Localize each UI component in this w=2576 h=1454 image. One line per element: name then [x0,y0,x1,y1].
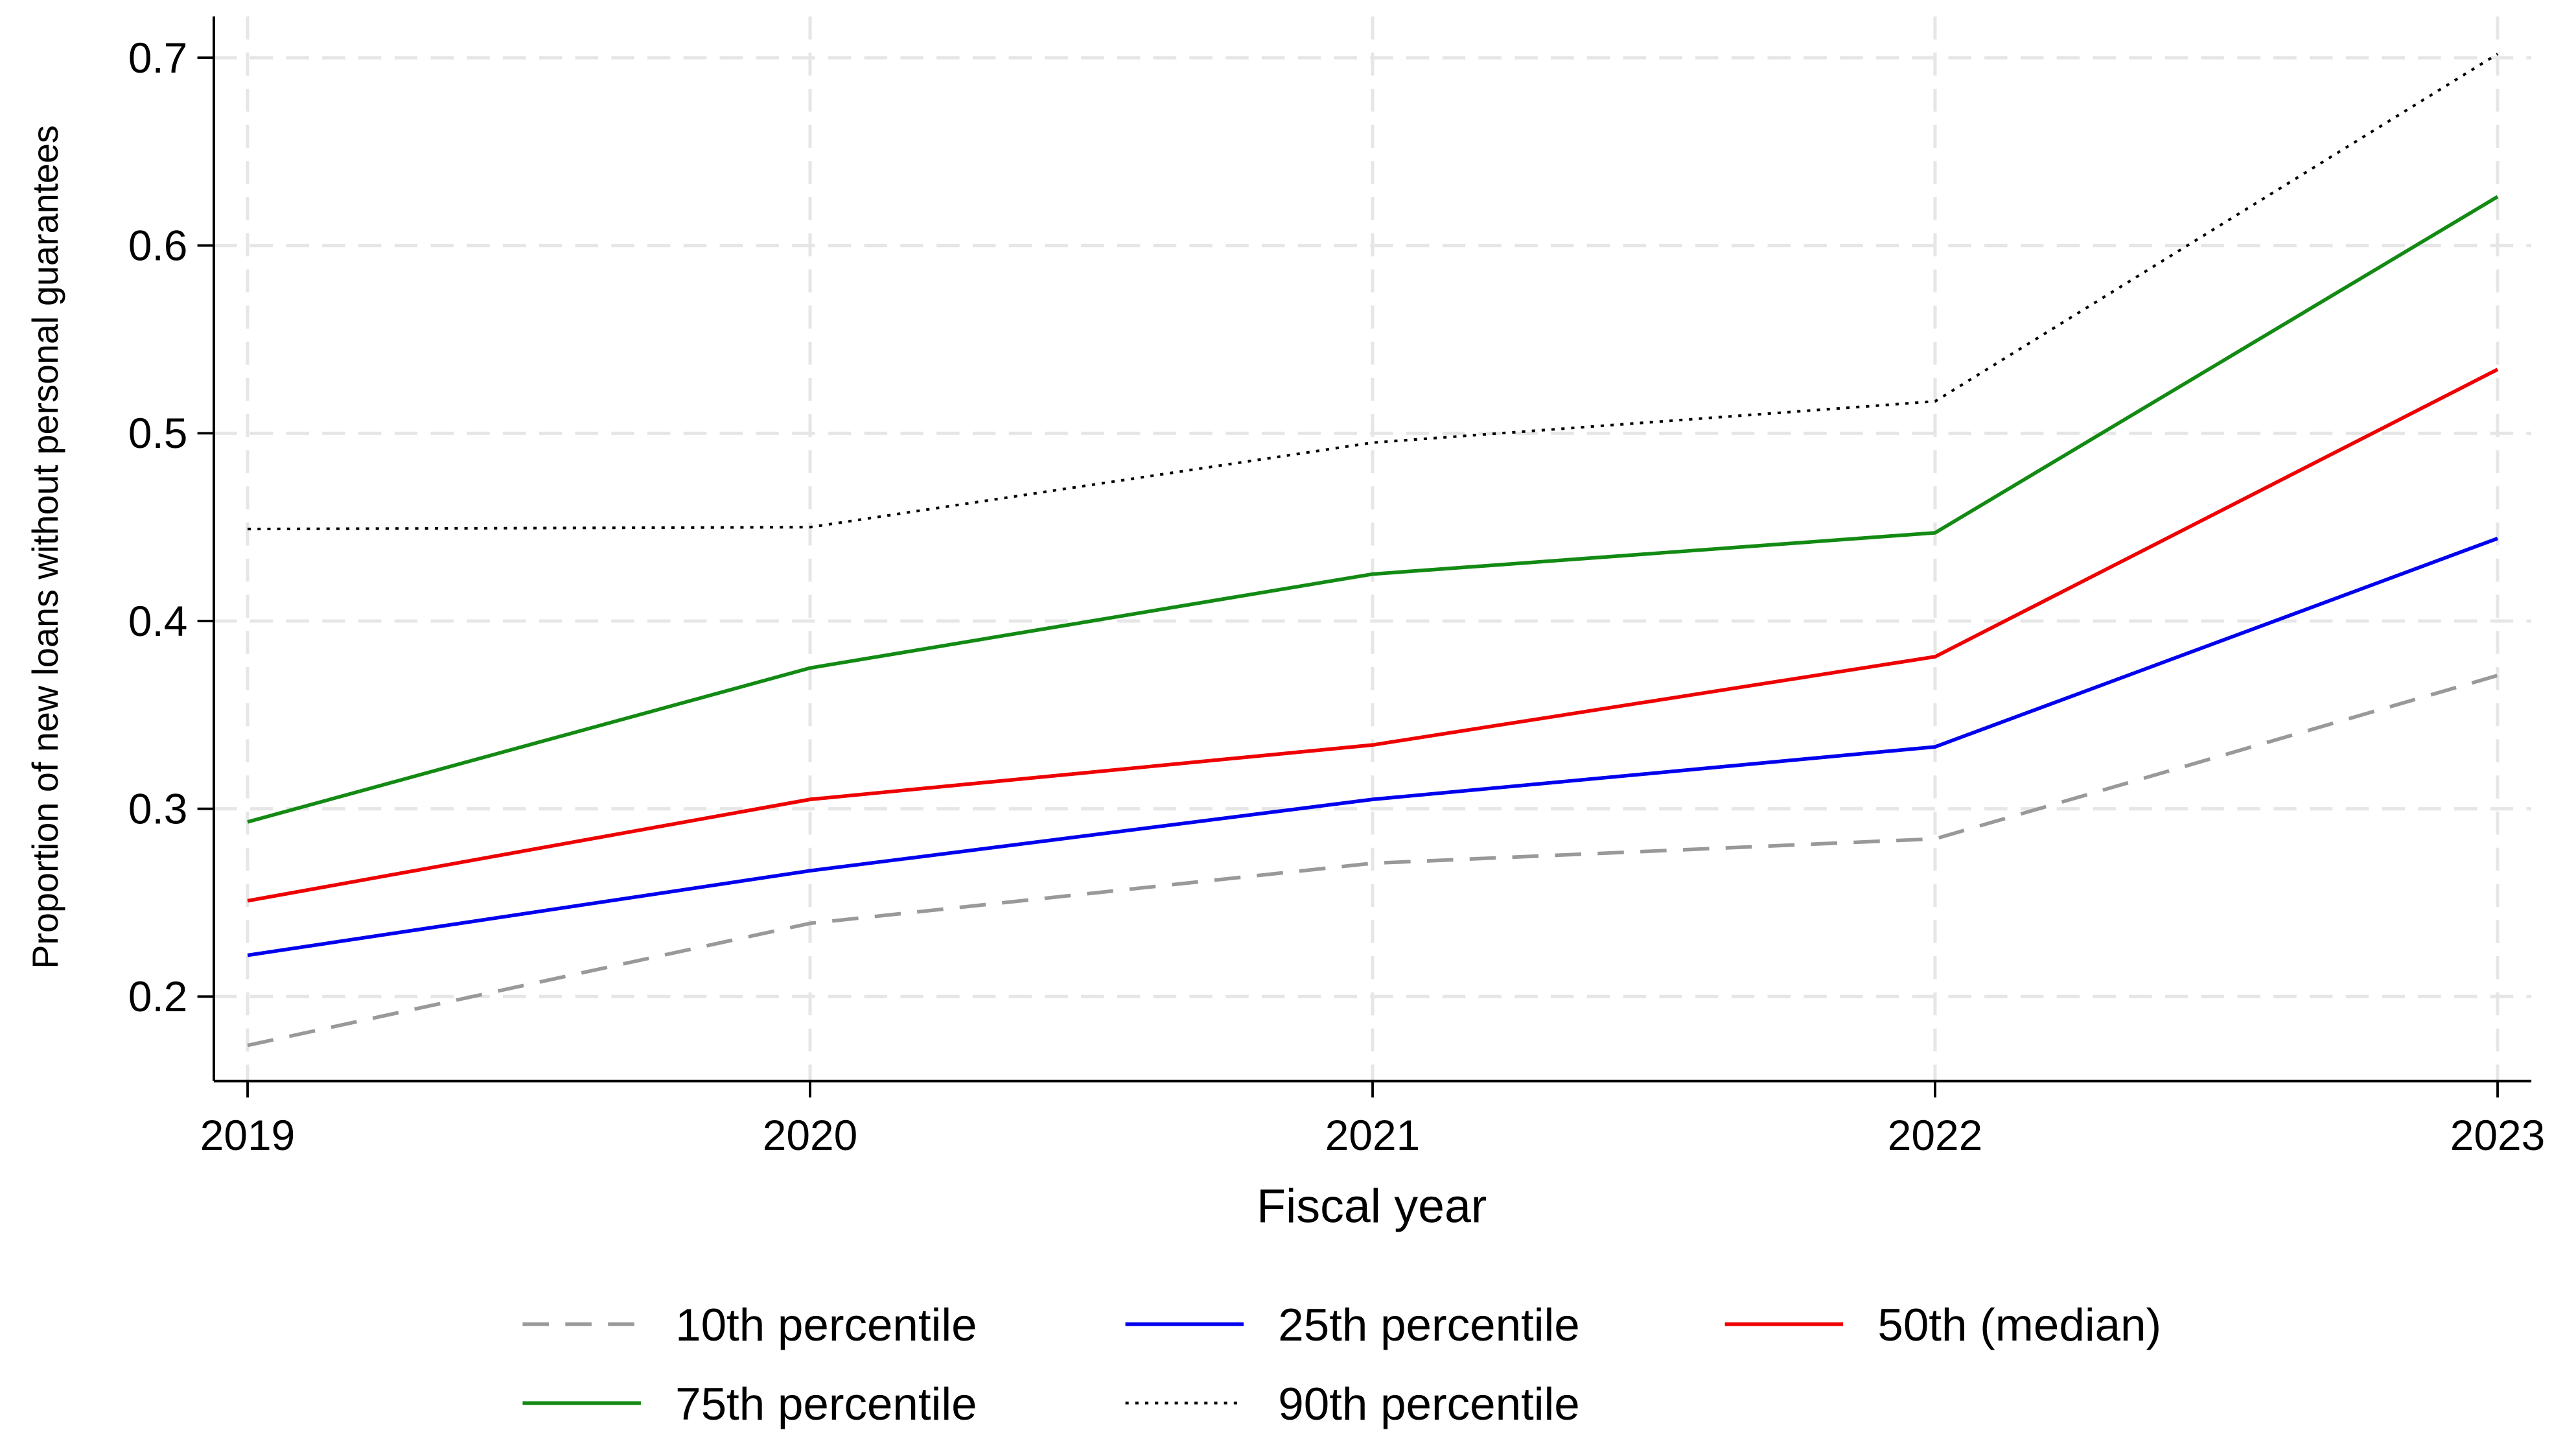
x-tick-label: 2019 [200,1111,296,1159]
legend-label: 75th percentile [675,1379,977,1430]
y-tick-label: 0.4 [128,597,188,645]
line-series [247,536,2498,957]
legend-label: 10th percentile [675,1300,977,1351]
x-axis-title: Fiscal year [1257,1179,1487,1233]
y-tick-label: 0.2 [128,972,188,1020]
y-tick-label: 0.7 [128,34,188,82]
legend-label: 25th percentile [1278,1300,1579,1351]
y-tick-label: 0.6 [128,222,188,270]
line-series [247,674,2498,1048]
y-tick-label: 0.3 [128,784,188,832]
y-tick-label: 0.5 [128,409,188,457]
line-series [248,53,2499,531]
legend-label: 50th (median) [1877,1300,2161,1351]
x-tick-label: 2021 [1325,1111,1421,1159]
x-tick-label: 2020 [763,1111,858,1159]
legend-label: 90th percentile [1278,1379,1579,1430]
line-series [247,195,2499,824]
line-series [247,368,2499,903]
x-tick-label: 2022 [1888,1111,1983,1159]
x-tick-label: 2023 [2450,1111,2546,1159]
y-axis-title: Proportion of new loans without personal… [25,125,65,969]
